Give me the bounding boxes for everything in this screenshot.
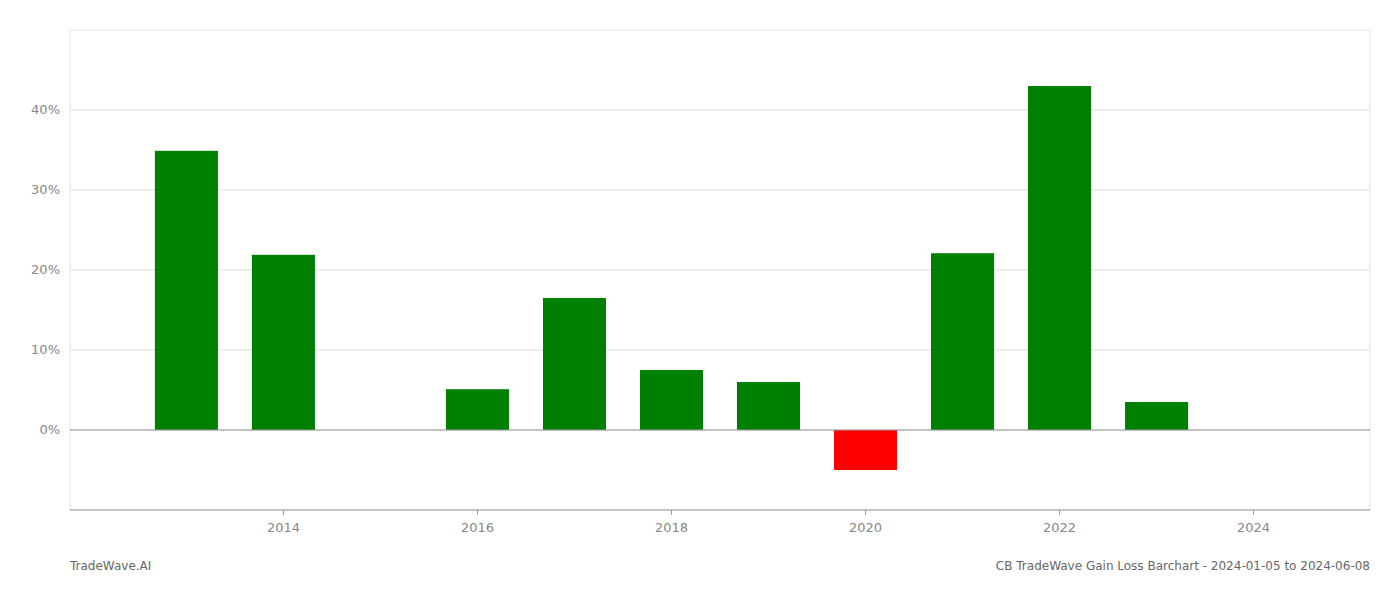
bar [155,151,218,430]
x-tick-label: 2014 [267,520,300,535]
x-tick-label: 2020 [849,520,882,535]
y-tick-label: 40% [31,102,60,117]
grid-line [70,110,1370,111]
bar [737,382,800,430]
bars [155,86,1188,470]
zero-line [70,430,1370,431]
x-tick-label: 2018 [655,520,688,535]
x-axis: 2014 2016 2018 2020 2022 2024 [267,510,1270,535]
bar [446,389,509,430]
bar [1125,402,1188,430]
x-tick-label: 2024 [1237,520,1270,535]
x-axis-line [70,510,1370,511]
bar [640,370,703,430]
grid-line [70,190,1370,191]
x-tick [865,510,866,515]
x-tick [283,510,284,515]
x-tick [1059,510,1060,515]
bar [252,255,315,430]
y-tick-label: 20% [31,262,60,277]
x-tick-label: 2016 [461,520,494,535]
y-axis: 0% 10% 20% 30% 40% [31,102,60,437]
chart-title: CB TradeWave Gain Loss Barchart - 2024-0… [996,559,1370,573]
bar [543,298,606,430]
x-tick [671,510,672,515]
y-grid [70,110,1370,430]
x-tick-label: 2022 [1043,520,1076,535]
y-tick-label: 30% [31,182,60,197]
bar [931,253,994,430]
bar [1028,86,1091,430]
chart-svg: 0% 10% 20% 30% 40% 2014 2016 2018 2020 2022 2024 CB… [0,0,1400,600]
y-tick-label: 10% [31,342,60,357]
chart-container: 0% 10% 20% 30% 40% 2014 2016 2018 2020 2022 2024 CB… [0,0,1400,600]
grid-line [70,430,1370,431]
y-tick-label: 0% [39,422,60,437]
x-tick [1253,510,1254,515]
x-tick [477,510,478,515]
plot-frame [70,30,1370,510]
bar [834,430,897,470]
watermark: TradeWave.AI [69,559,151,573]
